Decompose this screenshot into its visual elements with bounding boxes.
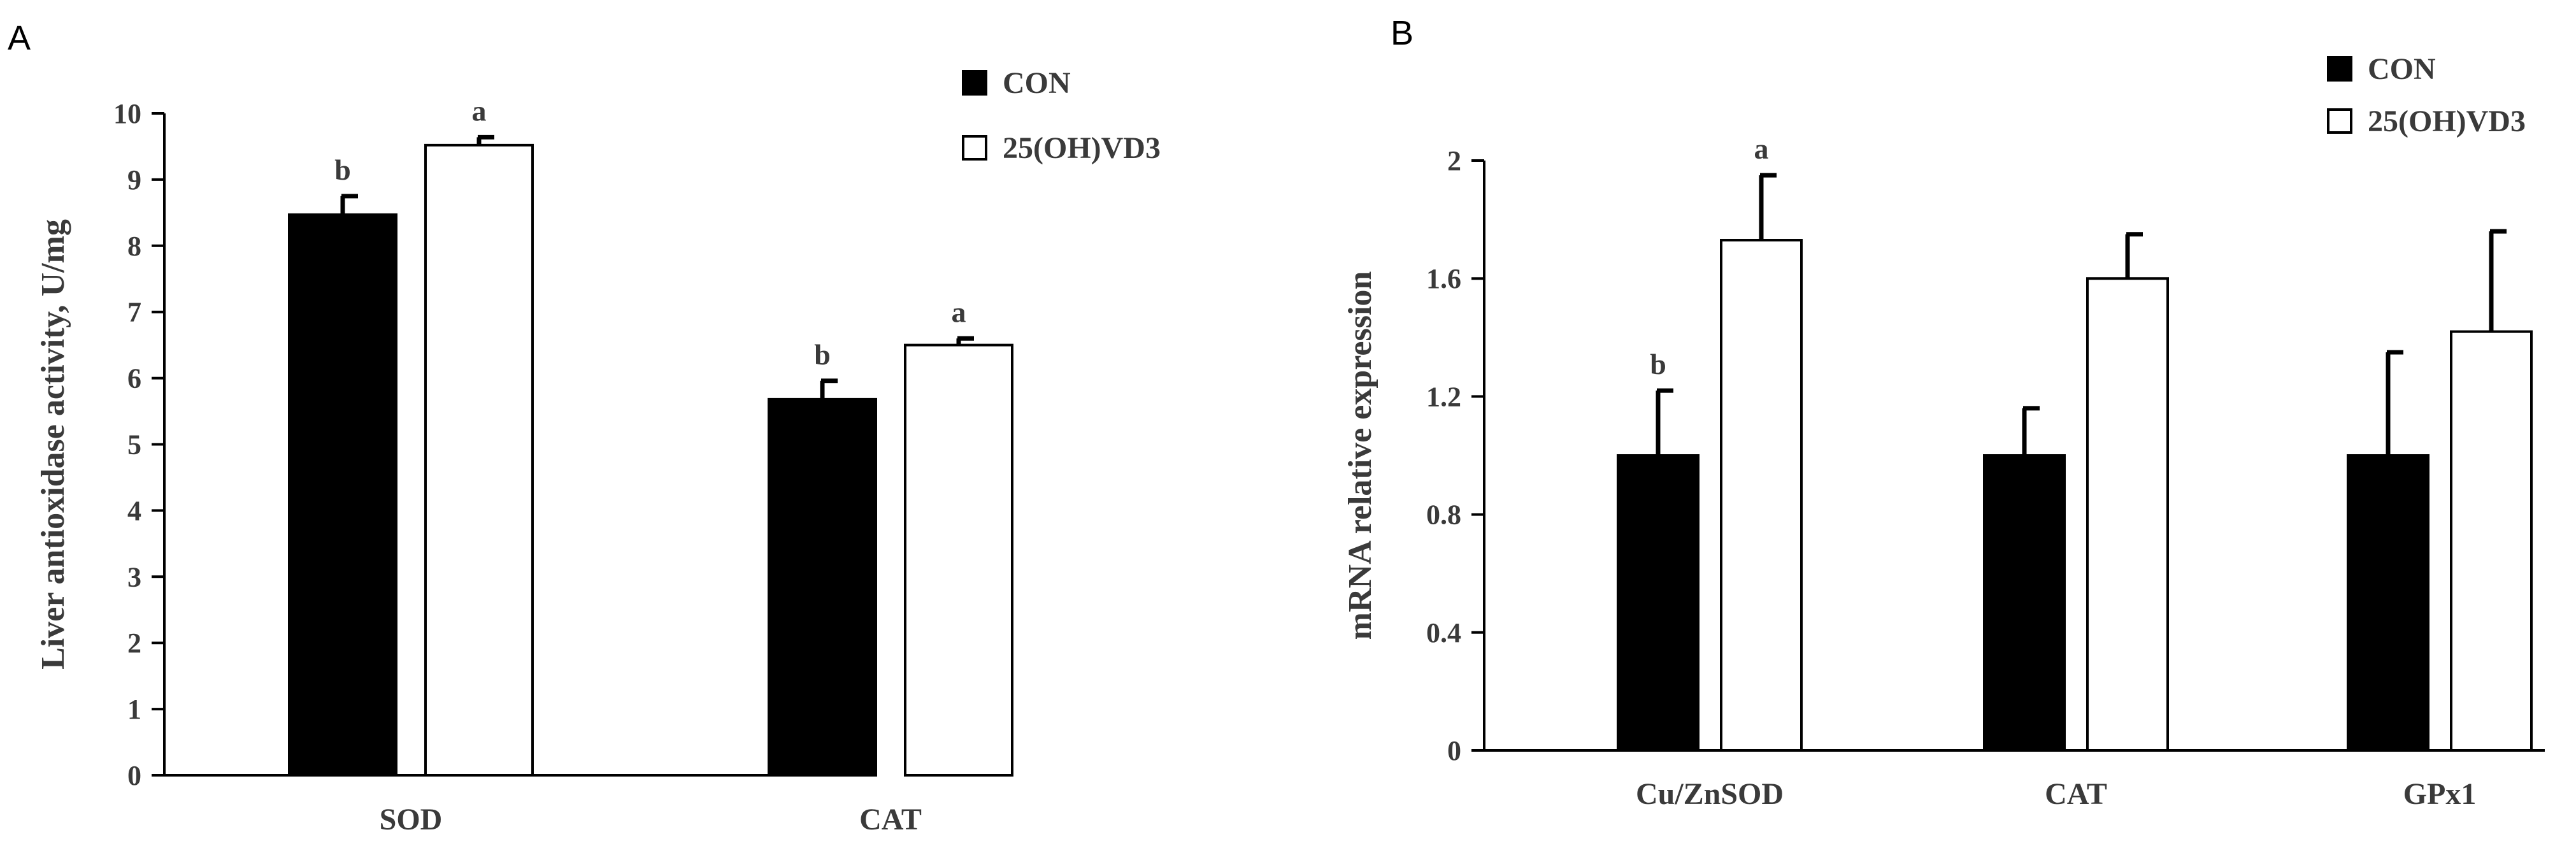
bar-cat-con: [768, 398, 877, 777]
y-tick-label: 4: [127, 495, 141, 526]
significance-letter: a: [952, 296, 966, 328]
significance-letter: b: [334, 154, 351, 186]
y-tick-label: 1: [127, 694, 141, 725]
x-tick-label: Cu/ZnSOD: [1636, 777, 1784, 811]
y-axis-label: Liver antioxidase activity, U/mg: [35, 219, 71, 670]
legend-label: 25(OH)VD3: [1003, 131, 1161, 165]
bar-cat-con: [1983, 454, 2066, 752]
x-tick-label: GPx1: [2403, 777, 2477, 811]
legend: CON 25(OH)VD3: [962, 66, 1161, 165]
y-tick-label: 8: [127, 231, 141, 262]
y-tick-label: 0.4: [1426, 617, 1461, 649]
bar-cat-25-oh-vd3: [904, 343, 1013, 777]
bar-gpx1-con: [2347, 454, 2429, 752]
bar-sod-25-oh-vd3: [424, 143, 534, 777]
y-tick-label: 2: [1447, 145, 1461, 176]
significance-letter: b: [814, 338, 831, 371]
significance-letter: a: [1754, 133, 1769, 165]
significance-letter: b: [1650, 348, 1666, 380]
bar-gpx1-25-oh-vd3: [2450, 330, 2533, 752]
legend-swatch: [962, 70, 987, 96]
x-tick-label: CAT: [2045, 777, 2107, 811]
legend-label: CON: [1003, 66, 1071, 100]
panel-letter: B: [1391, 14, 1413, 52]
y-tick-label: 1.2: [1426, 381, 1461, 412]
legend-label: CON: [2368, 52, 2436, 86]
legend: CON 25(OH)VD3: [2327, 52, 2526, 138]
x-tick-label: SOD: [380, 803, 443, 836]
y-tick-label: 10: [113, 98, 141, 129]
legend-label: 25(OH)VD3: [2368, 104, 2526, 138]
y-tick-label: 3: [127, 561, 141, 592]
y-tick-label: 5: [127, 429, 141, 461]
bar-cu-znsod-con: [1617, 454, 1699, 752]
panel-letter: A: [8, 19, 31, 57]
legend-swatch: [2327, 108, 2352, 134]
chart-panel-a: A 0 1 2 3 4 5 6 7 8 9 10 Liver antioxidase activity,…: [8, 19, 1161, 836]
bar-sod-con: [288, 213, 397, 777]
x-tick-label: CAT: [859, 803, 922, 836]
chart-panel-b: B 0 0.4 0.8 1.2 1.6 2 mRNA relative expression b…: [1342, 14, 2545, 811]
y-tick-label: 9: [127, 164, 141, 196]
y-tick-label: 0: [1447, 735, 1461, 766]
y-tick-label: 6: [127, 363, 141, 394]
y-axis-label: mRNA relative expression: [1342, 271, 1378, 640]
bar-cu-znsod-25-oh-vd3: [1720, 239, 1803, 752]
y-tick-label: 7: [127, 297, 141, 328]
bar-cat-25-oh-vd3: [2086, 277, 2169, 752]
y-tick-label: 2: [127, 627, 141, 659]
legend-swatch: [2327, 56, 2352, 82]
y-tick-label: 0.8: [1426, 499, 1461, 531]
y-tick-label: 0: [127, 760, 141, 791]
legend-swatch: [962, 135, 987, 161]
y-tick-label: 1.6: [1426, 263, 1461, 294]
significance-letter: a: [472, 94, 487, 127]
